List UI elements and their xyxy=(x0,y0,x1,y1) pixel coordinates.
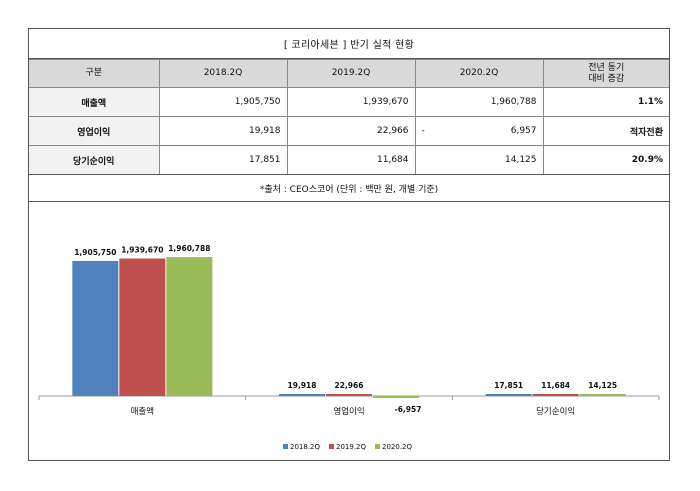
header-change-line2: 대비 증감 xyxy=(588,73,625,84)
data-label: 14,125 xyxy=(588,381,617,390)
table-row: 당기순이익 17,851 11,684 14,125 20.9% xyxy=(29,145,669,175)
data-label: 17,851 xyxy=(494,381,523,390)
bar-2018.2Q-0 xyxy=(72,260,119,396)
data-label: 19,918 xyxy=(288,381,317,390)
header-change-line1: 전년 동기 xyxy=(588,62,625,73)
report-title: [ 코리아세븐 ] 반기 실적 현황 xyxy=(29,29,669,59)
x-tick-label: 매출액 xyxy=(131,406,154,417)
header-change: 전년 동기 대비 증감 xyxy=(542,59,669,88)
legend-label: 2018.2Q xyxy=(290,443,320,451)
performance-table: 구분 2018.2Q 2019.2Q 2020.2Q 전년 동기 대비 증감 매… xyxy=(29,59,669,175)
bar-2020.2Q-0 xyxy=(166,257,213,396)
table-row: 영업이익 19,918 22,966 - 6,957 적자전환 xyxy=(29,116,669,146)
table-header-row: 구분 2018.2Q 2019.2Q 2020.2Q 전년 동기 대비 증감 xyxy=(29,59,669,88)
legend-swatch xyxy=(329,444,334,449)
row-label-net-income: 당기순이익 xyxy=(29,145,160,175)
row-label-operating-profit: 영업이익 xyxy=(29,116,160,146)
bar-2018.2Q-2 xyxy=(485,394,532,396)
cell-sales-2020: 1,960,788 xyxy=(414,87,544,117)
cell-op-2019: 22,966 xyxy=(286,116,416,146)
header-category: 구분 xyxy=(29,59,160,88)
data-label: 1,960,788 xyxy=(168,244,210,253)
bar-2020.2Q-1 xyxy=(373,396,419,398)
legend-label: 2020.2Q xyxy=(382,443,412,451)
bar-2018.2Q-1 xyxy=(279,394,325,396)
data-label: 1,905,750 xyxy=(74,248,116,257)
cell-net-2020: 14,125 xyxy=(414,145,544,175)
cell-sales-2018: 1,905,750 xyxy=(158,87,288,117)
cell-op-2020-value: 6,957 xyxy=(510,126,537,136)
data-label: 11,684 xyxy=(541,381,570,390)
bar-2020.2Q-2 xyxy=(579,394,626,396)
data-label: 22,966 xyxy=(335,381,364,390)
data-label: -6,957 xyxy=(395,405,422,414)
cell-op-change: 적자전환 xyxy=(542,116,669,146)
cell-net-change: 20.9% xyxy=(542,145,669,175)
legend-swatch xyxy=(375,444,380,449)
legend-swatch xyxy=(283,444,288,449)
legend-label: 2019.2Q xyxy=(336,443,366,451)
cell-sales-2019: 1,939,670 xyxy=(286,87,416,117)
x-tick-label: 영업이익 xyxy=(333,406,364,417)
cell-net-2019: 11,684 xyxy=(286,145,416,175)
data-label: 1,939,670 xyxy=(121,246,163,255)
header-2018: 2018.2Q xyxy=(158,59,288,88)
bar-2019.2Q-0 xyxy=(119,258,166,396)
cell-op-2018: 19,918 xyxy=(158,116,288,146)
cell-sales-change: 1.1% xyxy=(542,87,669,117)
cell-net-2018: 17,851 xyxy=(158,145,288,175)
cell-op-2020: - 6,957 xyxy=(414,116,544,146)
x-tick-label: 당기순이익 xyxy=(536,406,575,417)
source-note: *출처 : CEO스코어 (단위 : 백만 원, 개별 기준) xyxy=(29,174,669,202)
report-frame: [ 코리아세븐 ] 반기 실적 현황 구분 2018.2Q 2019.2Q 20… xyxy=(28,28,670,461)
cell-op-2020-sign: - xyxy=(421,126,425,136)
bar-2019.2Q-2 xyxy=(532,394,579,396)
header-2019: 2019.2Q xyxy=(286,59,416,88)
table-row: 매출액 1,905,750 1,939,670 1,960,788 1.1% xyxy=(29,87,669,117)
header-2020: 2020.2Q xyxy=(414,59,544,88)
bar-chart: 1,905,750 1,939,670 1,960,788 매출액 19,918 22,9… xyxy=(38,244,660,451)
row-label-sales: 매출액 xyxy=(29,87,160,117)
bar-2019.2Q-1 xyxy=(326,394,372,396)
